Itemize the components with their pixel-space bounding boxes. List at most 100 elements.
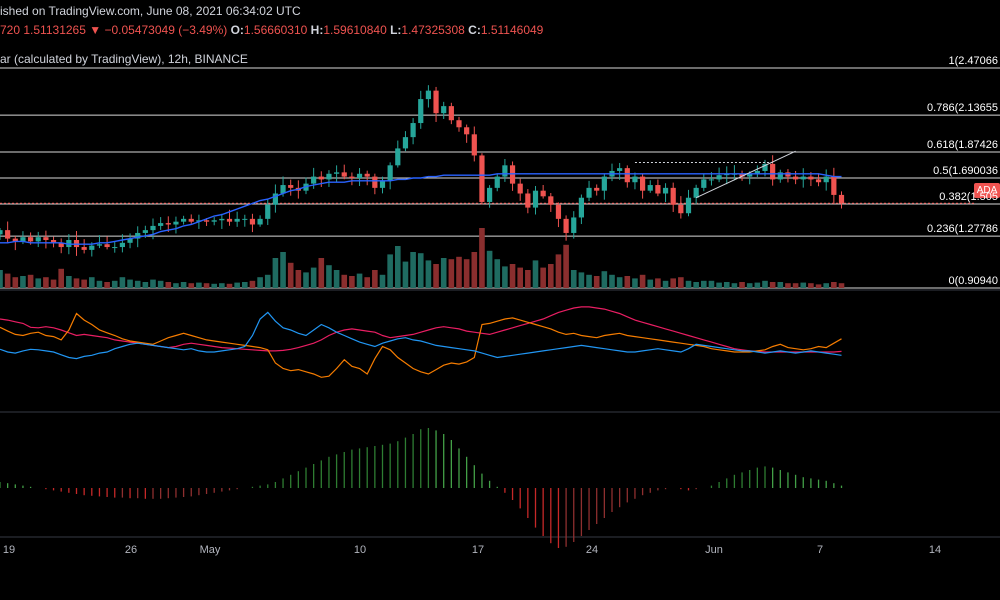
candle-body — [747, 173, 753, 177]
candle-body — [272, 193, 278, 205]
volume-bar — [479, 228, 485, 288]
candle — [685, 189, 692, 217]
candle-body — [777, 172, 783, 180]
candle-body — [708, 179, 715, 181]
candle-body — [356, 173, 363, 178]
candle-body — [647, 185, 653, 191]
candle — [211, 217, 217, 226]
candle — [701, 173, 707, 192]
candle — [249, 213, 256, 233]
candle — [127, 233, 133, 249]
candle — [188, 214, 194, 224]
volume-bar — [555, 254, 562, 288]
volume-bar — [548, 264, 554, 288]
volume-bar — [0, 270, 3, 288]
candle-body — [135, 232, 141, 239]
volume-bar — [601, 271, 608, 288]
volume-bar — [746, 283, 753, 288]
candle — [555, 202, 562, 228]
candle-body — [739, 173, 745, 177]
volume-bar — [303, 272, 309, 288]
publish-info: ished on TradingView.com, June 08, 2021 … — [0, 4, 301, 18]
x-tick-label: May — [200, 544, 221, 556]
candle-body — [670, 187, 676, 205]
candle-body — [43, 237, 49, 241]
candle — [418, 90, 424, 129]
volume-bar — [471, 252, 478, 288]
candle-body — [594, 187, 600, 191]
candle-body — [311, 176, 317, 184]
candle-body — [754, 170, 760, 174]
candle-body — [632, 176, 638, 183]
volume-bar — [364, 277, 370, 288]
candle-body — [815, 179, 822, 183]
volume-bar — [563, 244, 569, 288]
candle-body — [188, 218, 194, 222]
candle — [58, 238, 64, 254]
candle-body — [601, 176, 607, 191]
volume-bar — [417, 253, 424, 288]
candle — [257, 215, 263, 227]
candle-body — [716, 175, 722, 180]
x-tick-label: 7 — [817, 544, 823, 556]
volume-bar — [66, 276, 72, 288]
open-label: O: — [230, 23, 244, 37]
volume-bar — [211, 283, 217, 288]
candle-body — [96, 244, 103, 246]
candle-body — [58, 242, 64, 248]
fib-level-label: 0.382(1.505 — [939, 191, 998, 203]
volume-bar — [448, 259, 455, 288]
candle-body — [464, 127, 470, 135]
candle — [173, 216, 179, 234]
candle-body — [456, 120, 462, 128]
volume-bar — [494, 259, 501, 288]
volume-bar — [570, 270, 577, 288]
candle — [617, 162, 623, 180]
candle — [609, 163, 615, 182]
candle-body — [364, 173, 370, 177]
candle-body — [112, 247, 118, 249]
candle — [150, 218, 156, 240]
close-value: 1.51146049 — [480, 23, 544, 37]
volume-bar — [203, 283, 210, 288]
candle-body — [142, 230, 148, 233]
candle-body — [326, 173, 332, 180]
candle-body — [165, 223, 171, 225]
candle-body — [402, 137, 409, 149]
volume-bar — [815, 284, 822, 288]
volume-bar — [96, 280, 103, 288]
volume-bar — [287, 262, 294, 288]
candle-body — [471, 134, 477, 156]
volume-bar — [173, 283, 179, 288]
candle-body — [838, 194, 845, 204]
volume-bar — [219, 283, 225, 288]
x-tick-label: 24 — [586, 544, 598, 556]
volume-bar — [800, 282, 807, 288]
volume-bar — [609, 274, 615, 288]
x-tick-label: 14 — [929, 544, 941, 556]
candle-body — [563, 218, 569, 233]
candle — [326, 170, 332, 187]
volume-bar — [157, 280, 164, 288]
volume-bar — [410, 252, 416, 288]
candle-body — [104, 244, 110, 248]
candle-body — [770, 163, 776, 180]
candle — [119, 234, 125, 253]
volume-bar — [89, 277, 95, 288]
candle — [823, 169, 829, 191]
candle-body — [20, 237, 26, 242]
volume-bar — [754, 282, 761, 288]
candle-body — [334, 172, 340, 174]
candle-body — [502, 165, 508, 177]
candle — [272, 184, 278, 213]
candle-body — [662, 187, 669, 194]
candle — [754, 165, 760, 178]
candle-body — [494, 176, 500, 188]
candle — [785, 169, 791, 183]
candle-body — [448, 106, 454, 121]
x-tick-label: 26 — [125, 544, 137, 556]
volume-bar — [4, 273, 11, 288]
volume-bar — [525, 270, 531, 288]
candle — [43, 230, 49, 249]
